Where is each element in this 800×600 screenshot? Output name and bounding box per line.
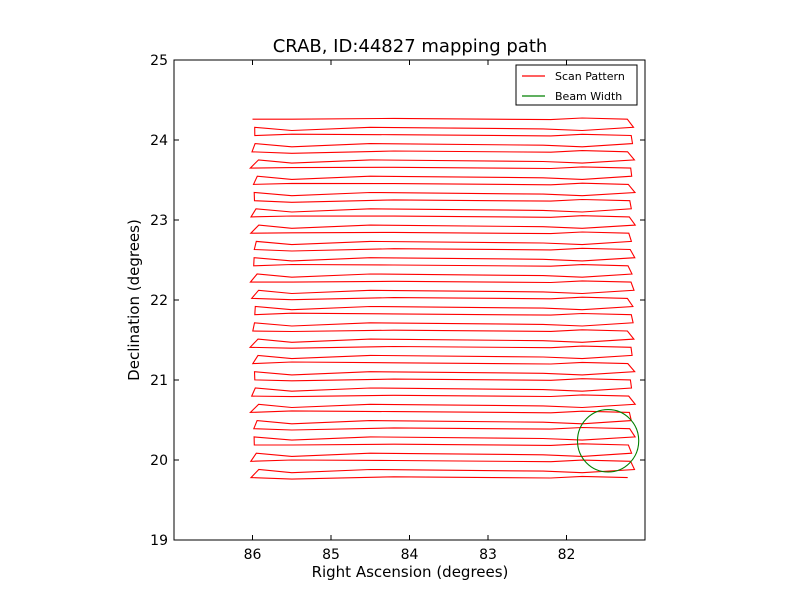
legend-label-scan-pattern: Scan Pattern [555, 70, 625, 83]
legend-box [515, 64, 638, 106]
x-tick-label: 82 [558, 547, 576, 563]
y-tick-label: 21 [150, 373, 168, 389]
y-tick-label: 22 [150, 293, 168, 309]
x-tick-label: 86 [244, 547, 262, 563]
y-tick-label: 23 [150, 213, 168, 229]
scan-pattern-line [248, 117, 637, 480]
scan-pattern-series [248, 117, 637, 480]
y-axis-ticks: 19 20 21 22 23 24 25 [150, 53, 645, 549]
legend-label-beam-width: Beam Width [555, 90, 622, 103]
beam-width-series [576, 409, 640, 473]
y-tick-label: 25 [150, 53, 168, 69]
y-tick-label: 24 [150, 133, 168, 149]
chart-title: CRAB, ID:44827 mapping path [273, 36, 548, 57]
beam-width-circle [576, 409, 640, 473]
x-axis-label: Right Ascension (degrees) [312, 563, 509, 581]
legend: Scan Pattern Beam Width [515, 64, 638, 106]
y-tick-label: 20 [150, 453, 168, 469]
x-axis-ticks: 86 85 84 83 82 [244, 60, 576, 563]
x-tick-label: 83 [479, 547, 497, 563]
y-axis-label: Declination (degrees) [125, 219, 143, 381]
y-tick-label: 19 [150, 533, 168, 549]
x-tick-label: 84 [401, 547, 419, 563]
x-tick-label: 85 [322, 547, 340, 563]
